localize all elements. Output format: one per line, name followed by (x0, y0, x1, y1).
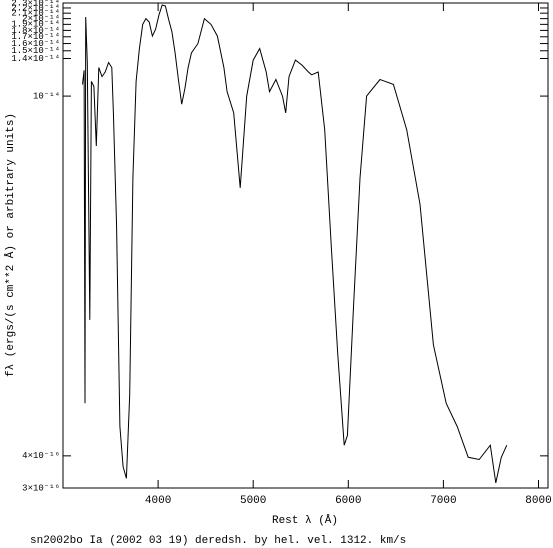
x-tick-label: 6000 (335, 495, 361, 507)
y-tick-label: 2.1×10⁻¹⁴ (11, 8, 60, 19)
x-tick-label: 8000 (525, 495, 551, 507)
plot-frame (62, 2, 549, 489)
caption: sn2002bo Ia (2002 03 19) deredsh. by hel… (30, 535, 406, 547)
x-tick-label: 5000 (240, 495, 266, 507)
y-tick-label: 3×10⁻¹⁶ (22, 483, 60, 493)
x-tick-label: 4000 (145, 495, 171, 507)
x-tick-label: 7000 (430, 495, 456, 507)
y-tick-label: 1.7×10⁻¹⁴ (11, 31, 60, 42)
x-axis-label: Rest λ (Å) (272, 514, 338, 527)
y-tick-label: 2×10⁻¹⁴ (22, 13, 60, 24)
y-tick-label: 1.9×10⁻¹⁴ (11, 19, 60, 30)
spectrum-line (82, 4, 508, 484)
y-tick-label: 10⁻¹⁴ (33, 90, 60, 101)
y-tick-label: 2.2×10⁻¹⁴ (11, 2, 60, 13)
y-axis-label: fλ (ergs/(s cm**2 Å) or arbitrary units) (4, 113, 17, 377)
y-tick-label: 1.5×10⁻¹⁴ (11, 45, 60, 56)
y-tick-label: 1.6×10⁻¹⁴ (11, 38, 60, 49)
y-tick-label: 2.3×10⁻¹⁴ (11, 0, 60, 8)
y-tick-label: 1.4×10⁻¹⁴ (11, 53, 60, 64)
y-tick-label: 4×10⁻¹⁶ (22, 451, 60, 461)
y-tick-label: 1.8×10⁻¹⁴ (11, 25, 60, 36)
